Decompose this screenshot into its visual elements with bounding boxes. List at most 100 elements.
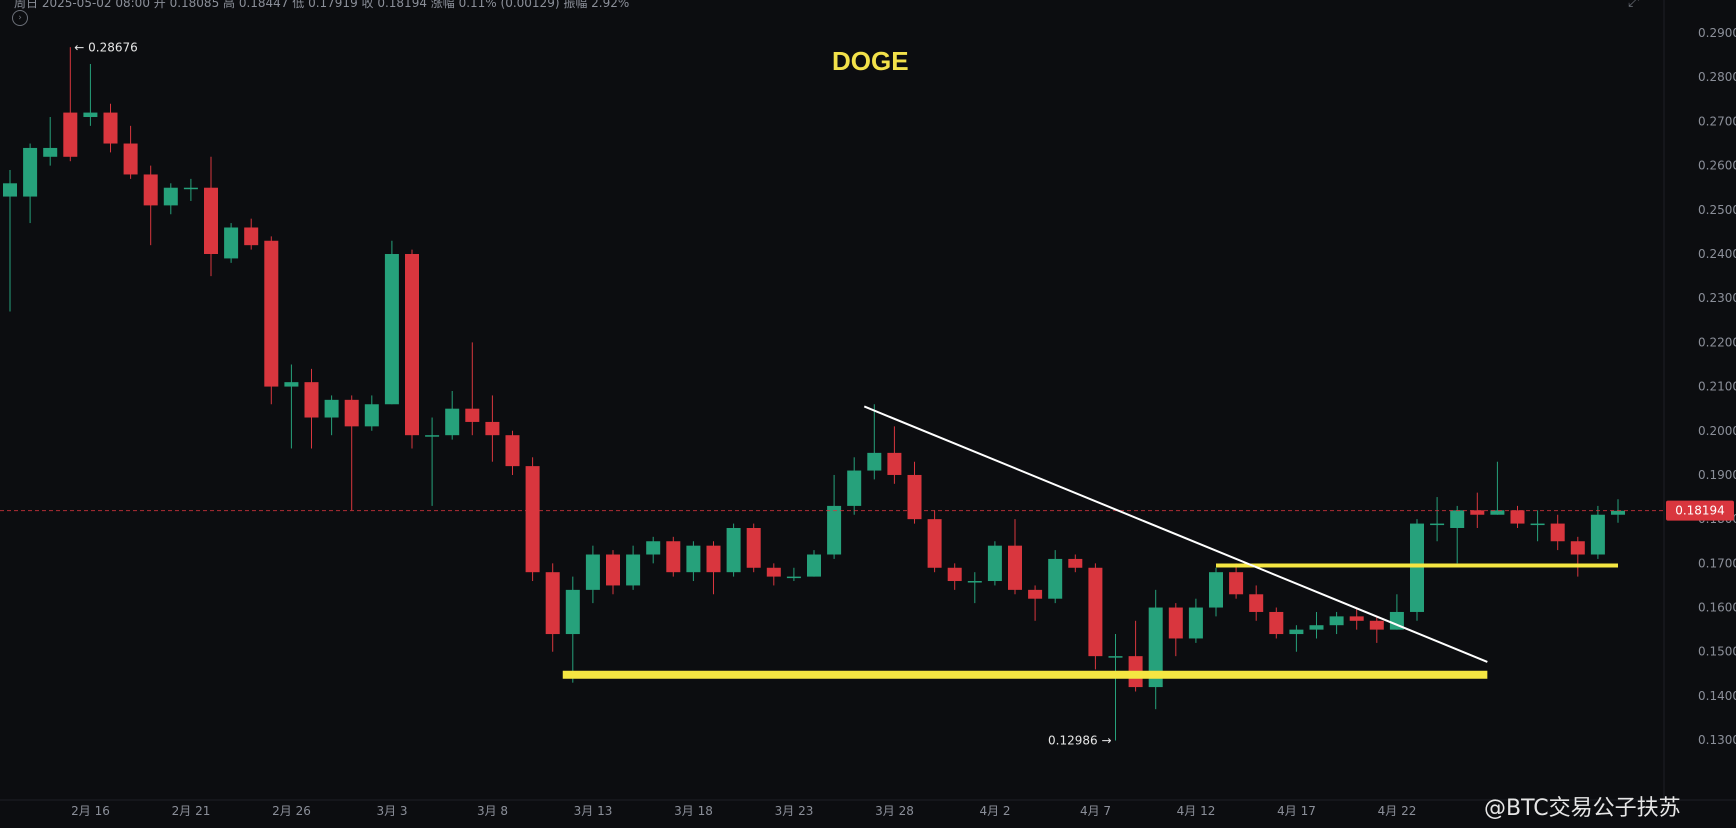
candle-body [887,452,902,475]
grid-lines [0,0,1736,801]
candle-body [1148,607,1163,688]
candle-body [1209,572,1223,608]
candle-body [23,147,38,197]
candle-body [485,421,500,436]
x-tick-label: 4月 7 [1080,804,1111,818]
candle-body [706,545,721,573]
candle-body [766,567,781,577]
x-tick-label: 3月 23 [775,804,814,818]
y-tick-label: 0.13000 [1698,733,1736,747]
x-tick-label: 4月 17 [1277,804,1316,818]
candle-body [83,112,98,118]
candle-body [143,174,158,206]
candle-body [565,589,580,635]
candle-body [1008,545,1022,590]
candle-body [585,554,600,590]
candle-body [224,227,239,259]
candle-body [163,187,178,206]
y-tick-label: 0.23000 [1698,291,1736,305]
candle-body [425,435,440,437]
y-tick-label: 0.24000 [1698,247,1736,261]
candle-body [204,187,218,255]
trend-line [863,405,1488,663]
candle-body [666,541,681,573]
candle-body [445,408,460,436]
candle-body [927,519,942,568]
candle-body [284,382,299,387]
candle-body [1550,523,1565,542]
expand-icon[interactable]: ⤢ [1628,0,1640,10]
x-tick-label: 3月 28 [875,804,914,818]
y-tick-label: 0.28000 [1698,70,1736,84]
candle-body [63,112,78,157]
candle-body [1590,514,1605,555]
watermark: @BTC交易公子扶苏 [1484,796,1681,821]
y-tick-label: 0.20000 [1698,424,1736,438]
candle-body [947,567,962,582]
candle-body [384,254,399,405]
y-tick-label: 0.17000 [1698,556,1736,570]
candle-body [1088,567,1103,657]
candle-body [967,581,982,583]
candle-body [1349,616,1364,621]
y-tick-label: 0.15000 [1698,645,1736,659]
candle-body [987,545,1002,582]
candle-body [344,399,359,427]
candle-body [545,572,560,635]
y-tick-label: 0.14000 [1698,689,1736,703]
candle-body [746,527,761,568]
candle-body [43,147,58,157]
candle-body [364,404,379,427]
candle-body [123,143,138,175]
candle-body [1188,607,1203,639]
candle-body [1168,607,1183,639]
price-annotation: ← 0.28676 [74,40,138,54]
x-tick-label: 4月 12 [1177,804,1216,818]
candle-body [1410,523,1424,612]
candle-body [686,545,701,573]
candle-body [183,187,198,190]
x-tick-label: 2月 21 [172,804,211,818]
y-axis: 0.29000 0.28000 0.27000 0.26000 0.25000 0.240… [1698,26,1736,747]
x-tick-label: 2月 26 [272,804,311,818]
y-tick-label: 0.29000 [1698,26,1736,40]
last-price-badge [1666,500,1734,521]
candle-body [847,470,862,506]
candle-body [907,474,922,520]
candle-body [1369,620,1384,630]
candle-body [1068,558,1083,568]
last-price-label: 0.18194 [1675,504,1725,518]
y-tick-label: 0.25000 [1698,203,1736,217]
candle-body [1289,629,1304,635]
candle-body [465,408,480,422]
x-tick-label: 2月 16 [71,804,110,818]
drawing-overlays: 0.18194 [0,405,1734,679]
candle-body [244,227,259,246]
y-tick-label: 0.27000 [1698,114,1736,128]
candle-body [1430,523,1445,526]
candle-body [3,183,17,197]
price-annotation: 0.12986 → [1048,734,1112,748]
candle-body [1530,523,1545,526]
ohlc-info-bar: 周日 2025-05-02 08:00 开 0.18085 高 0.18447 … [14,0,630,10]
collapse-icon[interactable]: › [12,10,28,26]
candle-body [304,382,319,418]
x-tick-label: 4月 22 [1378,804,1417,818]
candle-body [405,254,419,436]
x-tick-label: 4月 2 [979,804,1010,818]
candles [3,47,1625,741]
candle-body [827,505,842,555]
candle-body [1108,656,1123,658]
candle-body [525,466,540,573]
candle-body [1269,611,1284,635]
x-axis: 2月 16 2月 21 2月 26 3月 3 3月 8 3月 13 3月 18 3月 23 3月… [71,804,1416,818]
candle-body [1309,625,1324,630]
candle-body [807,554,821,577]
candle-body [1510,510,1525,524]
candle-body [1490,510,1505,515]
y-tick-label: 0.22000 [1698,335,1736,349]
candle-body [726,527,741,573]
candle-body [1329,616,1344,626]
chart-title: DOGE [832,46,909,76]
